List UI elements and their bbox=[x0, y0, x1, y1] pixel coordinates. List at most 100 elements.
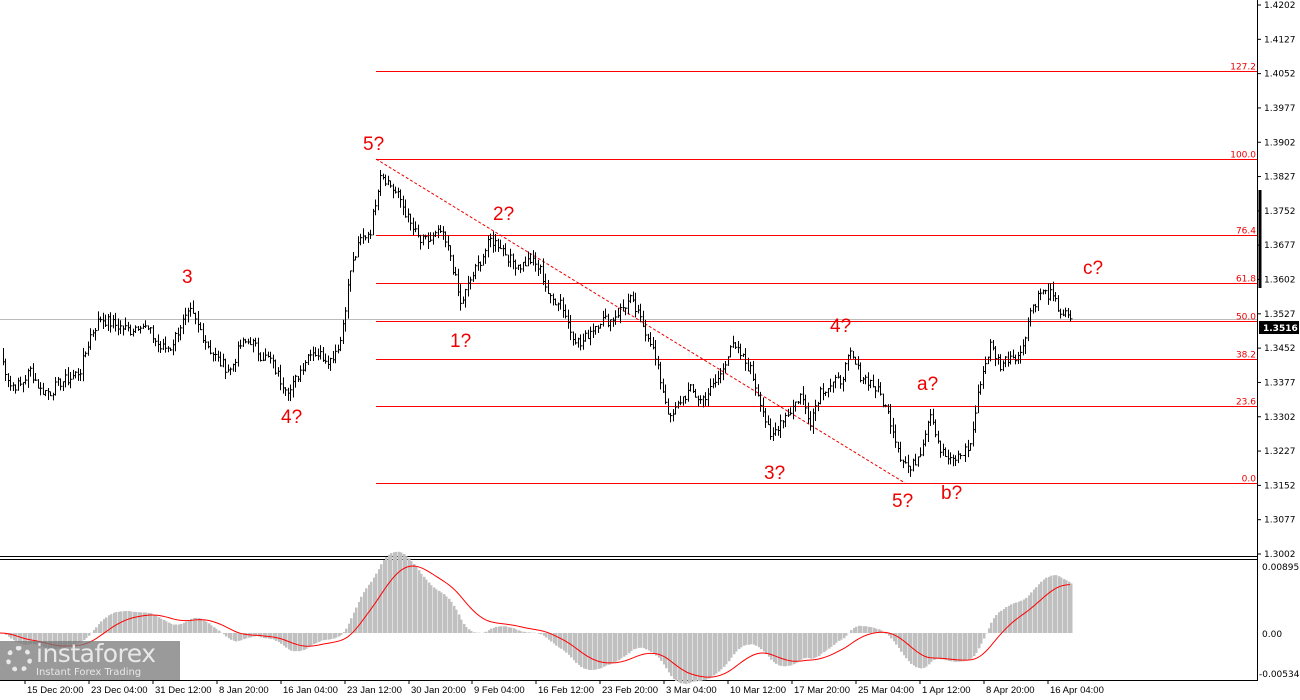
oscillator-histogram-bar bbox=[955, 633, 958, 662]
time-tick-label: 16 Feb 12:00 bbox=[538, 685, 594, 696]
time-tick-label: 31 Dec 12:00 bbox=[155, 685, 212, 696]
oscillator-histogram-bar bbox=[113, 612, 116, 634]
oscillator-histogram-bar bbox=[1048, 576, 1051, 634]
oscillator-histogram-bar bbox=[170, 623, 173, 634]
oscillator-histogram-bar bbox=[583, 633, 586, 669]
oscillator-histogram-bar bbox=[395, 551, 398, 634]
oscillator-histogram-bar bbox=[735, 633, 738, 652]
oscillator-histogram-bar bbox=[843, 633, 846, 639]
oscillator-histogram-bar bbox=[298, 633, 301, 652]
oscillator-histogram-bar bbox=[110, 614, 113, 634]
oscillator-histogram-bar bbox=[1040, 581, 1043, 634]
oscillator-histogram-bar bbox=[633, 633, 636, 650]
oscillator-histogram-bar bbox=[48, 633, 51, 649]
oscillator-histogram-bar bbox=[783, 633, 786, 667]
oscillator-histogram-bar bbox=[663, 633, 666, 665]
price-tick-label: 1.3602 bbox=[1264, 276, 1296, 286]
wave-label: 1? bbox=[450, 331, 471, 352]
oscillator-histogram-bar bbox=[318, 633, 321, 642]
oscillator-histogram-bar bbox=[505, 626, 508, 634]
oscillator-histogram-bar bbox=[720, 633, 723, 670]
logo-brand: instaforex bbox=[36, 639, 156, 668]
oscillator-histogram-bar bbox=[18, 633, 21, 643]
oscillator-histogram-bar bbox=[858, 625, 861, 634]
oscillator-histogram-bar bbox=[693, 633, 696, 682]
oscillator-histogram-bar bbox=[945, 633, 948, 661]
oscillator-histogram-bar bbox=[853, 628, 856, 634]
oscillator-histogram-bar bbox=[753, 633, 756, 645]
price-tick-label: 1.4127 bbox=[1264, 35, 1296, 45]
oscillator-histogram-bar bbox=[445, 596, 448, 634]
oscillator-histogram-bar bbox=[348, 623, 351, 634]
oscillator-histogram-bar bbox=[1045, 577, 1048, 634]
oscillator-histogram-bar bbox=[878, 629, 881, 634]
oscillator-histogram-bar bbox=[795, 633, 798, 663]
oscillator-histogram-bar bbox=[375, 573, 378, 634]
oscillator-histogram-bar bbox=[623, 633, 626, 657]
oscillator-histogram-bar bbox=[188, 620, 191, 634]
oscillator-histogram-bar bbox=[1038, 584, 1041, 634]
oscillator-histogram-bar bbox=[98, 624, 101, 634]
oscillator-histogram-bar bbox=[233, 633, 236, 641]
time-tick-label: 30 Jan 20:00 bbox=[411, 685, 466, 696]
oscillator-histogram-bar bbox=[908, 633, 911, 662]
oscillator-histogram-bar bbox=[875, 628, 878, 634]
oscillator-histogram-bar bbox=[918, 633, 921, 668]
oscillator-histogram-bar bbox=[528, 632, 531, 634]
oscillator-histogram-bar bbox=[778, 633, 781, 666]
oscillator-histogram-bar bbox=[43, 633, 46, 648]
oscillator-histogram-bar bbox=[718, 633, 721, 672]
oscillator-histogram-bar bbox=[163, 620, 166, 634]
oscillator-histogram-bar bbox=[1070, 583, 1073, 634]
oscillator-histogram-bar bbox=[965, 633, 968, 661]
oscillator-histogram-bar bbox=[850, 630, 853, 634]
oscillator-histogram-bar bbox=[1060, 577, 1063, 634]
oscillator-histogram-bar bbox=[920, 633, 923, 669]
oscillator-histogram-bar bbox=[513, 628, 516, 634]
current-price-tag: 1.3516 bbox=[1259, 321, 1299, 334]
oscillator-histogram-bar bbox=[235, 633, 238, 642]
oscillator-histogram-bar bbox=[150, 613, 153, 634]
oscillator-histogram-bar bbox=[58, 633, 61, 649]
oscillator-histogram-bar bbox=[388, 554, 391, 634]
oscillator-histogram-bar bbox=[423, 576, 426, 634]
oscillator-histogram-bar bbox=[990, 622, 993, 634]
oscillator-histogram-bar bbox=[303, 633, 306, 651]
oscillator-axis: 0.00895 0.00 -0.00534 bbox=[1259, 563, 1300, 680]
oscillator-histogram-bar bbox=[33, 633, 36, 645]
logo-tagline: Instant Forex Trading bbox=[36, 667, 142, 678]
wave-label: a? bbox=[917, 374, 938, 395]
oscillator-histogram-bar bbox=[873, 627, 876, 634]
oscillator-histogram-bar bbox=[828, 633, 831, 649]
osc-tick: -0.00534 bbox=[1259, 670, 1300, 680]
oscillator-histogram-bar bbox=[1058, 576, 1061, 634]
oscillator-histogram-bar bbox=[145, 612, 148, 634]
oscillator-histogram-bar bbox=[1003, 608, 1006, 634]
oscillator-histogram-bar bbox=[338, 633, 341, 637]
time-tick-label: 15 Dec 20:00 bbox=[27, 685, 84, 696]
oscillator-pane bbox=[0, 551, 1073, 684]
oscillator-histogram-bar bbox=[498, 626, 501, 634]
oscillator-histogram-bar bbox=[885, 633, 888, 634]
oscillator-histogram-bar bbox=[68, 633, 71, 647]
oscillator-histogram-bar bbox=[165, 621, 168, 634]
oscillator-histogram-bar bbox=[970, 633, 973, 659]
oscillator-histogram-bar bbox=[190, 618, 193, 634]
time-tick-label: 16 Jan 04:00 bbox=[283, 685, 338, 696]
oscillator-histogram-bar bbox=[708, 633, 711, 679]
oscillator-histogram-bar bbox=[780, 633, 783, 666]
oscillator-histogram-bar bbox=[860, 626, 863, 634]
price-tick-label: 1.4202 bbox=[1264, 1, 1296, 11]
price-bars bbox=[3, 170, 1073, 477]
fib-level-label: 100.0 bbox=[1230, 151, 1256, 161]
oscillator-histogram-bar bbox=[128, 610, 131, 634]
time-tick-label: 8 Apr 20:00 bbox=[986, 685, 1035, 696]
oscillator-histogram-bar bbox=[503, 626, 506, 634]
oscillator-histogram-bar bbox=[368, 584, 371, 634]
oscillator-histogram-bar bbox=[690, 633, 693, 683]
oscillator-histogram-bar bbox=[838, 633, 841, 641]
oscillator-histogram-bar bbox=[695, 633, 698, 682]
oscillator-histogram-bar bbox=[803, 633, 806, 659]
oscillator-histogram-bar bbox=[613, 633, 616, 663]
price-tick-label: 1.3002 bbox=[1264, 550, 1296, 560]
